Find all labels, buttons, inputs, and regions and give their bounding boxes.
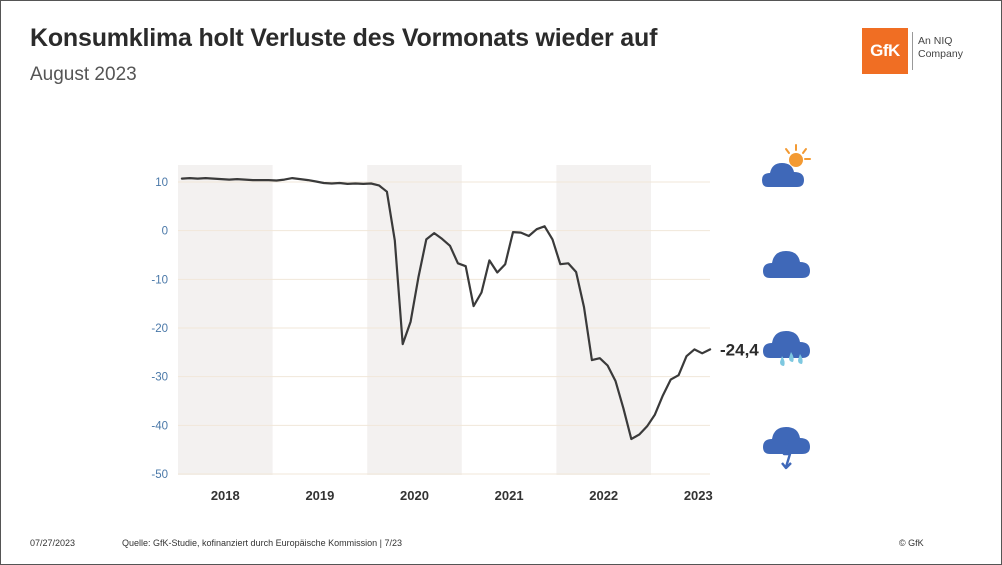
gfk-logo: GfK	[862, 28, 908, 74]
x-tick-label: 2023	[684, 488, 713, 503]
y-tick-label: -30	[151, 372, 168, 384]
page-title: Konsumklima holt Verluste des Vormonats …	[30, 24, 658, 52]
logo-tagline: An NIQ Company	[918, 35, 963, 60]
footer-date: 07/27/2023	[30, 538, 76, 548]
x-tick-label: 2020	[400, 488, 429, 503]
year-band-2022	[556, 165, 651, 475]
y-tick-label: -10	[151, 274, 168, 286]
sun-cloud-icon	[760, 143, 816, 196]
logo-divider	[912, 32, 913, 70]
y-tick-label: -50	[151, 469, 168, 481]
x-tick-label: 2022	[589, 488, 618, 503]
footer-copyright: © GfK	[899, 538, 924, 548]
y-tick-label: -20	[151, 323, 168, 335]
y-tick-label: -40	[151, 420, 168, 432]
series-line	[180, 177, 712, 441]
x-tick-label: 2021	[495, 488, 524, 503]
year-band-2020	[367, 165, 462, 475]
y-tick-label: 0	[162, 226, 168, 238]
x-tick-label: 2018	[211, 488, 240, 503]
cloud-icon	[760, 236, 816, 289]
page-subtitle: August 2023	[30, 64, 137, 85]
storm-cloud-icon	[760, 418, 816, 479]
x-tick-label: 2019	[305, 488, 334, 503]
year-band-2018	[178, 165, 273, 475]
footer-source: Quelle: GfK-Studie, kofinanziert durch E…	[122, 538, 402, 548]
rain-cloud-icon	[760, 322, 816, 379]
last-value-label: -24,4	[720, 340, 759, 359]
y-tick-label: 10	[155, 177, 168, 189]
